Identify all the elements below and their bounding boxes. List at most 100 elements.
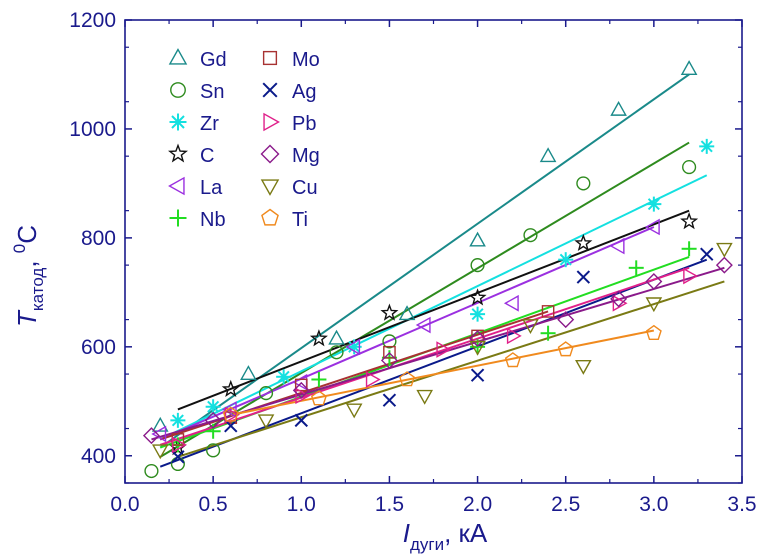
point-zr-0	[170, 412, 186, 428]
point-c-2	[309, 329, 328, 347]
legend-label-ti: Ti	[292, 209, 308, 231]
point-la-3	[345, 338, 361, 356]
point-zr-2	[276, 369, 292, 385]
point-mg-5	[557, 311, 575, 329]
point-zr-5	[558, 252, 574, 268]
y-tick-label: 1200	[69, 9, 116, 32]
point-gd-3	[398, 305, 416, 321]
point-pb-4	[436, 341, 452, 358]
legend-marker-gd	[168, 48, 188, 65]
point-mo-2	[294, 378, 308, 392]
point-gd-0	[151, 416, 169, 432]
point-gd-1	[240, 365, 257, 381]
y-axis-title-suffix: ,	[12, 253, 42, 267]
point-la-4	[415, 316, 431, 334]
point-sn-6	[470, 258, 485, 273]
point-gd-6	[610, 100, 627, 116]
point-zr-3	[346, 339, 362, 355]
point-mg-3	[380, 351, 398, 369]
point-c-4	[468, 288, 487, 306]
point-gd-4	[469, 231, 486, 247]
point-cu-3	[416, 389, 434, 405]
legend-marker-mg	[260, 144, 280, 164]
point-cu-8	[716, 242, 733, 258]
point-ag-4	[470, 368, 485, 382]
y-axis-title-unit: C	[12, 225, 42, 244]
x-tick-label: 0.0	[110, 493, 139, 516]
legend-marker-cu	[260, 179, 280, 196]
x-tick-label: 3.0	[639, 493, 668, 516]
point-pb-5	[506, 327, 522, 345]
point-nb-5	[540, 325, 556, 341]
point-ti-4	[557, 341, 574, 357]
point-ti-0	[222, 406, 239, 422]
point-gd-2	[328, 329, 345, 345]
legend-marker-ag	[262, 82, 278, 98]
legend-label-pb: Pb	[292, 113, 316, 135]
point-sn-0	[144, 463, 159, 479]
fit-line-pb	[159, 266, 690, 446]
legend-marker-ti	[261, 208, 279, 226]
legend-marker-c	[168, 143, 188, 163]
point-ti-1	[310, 390, 327, 406]
point-pb-2	[295, 387, 311, 405]
fit-line-cu	[177, 280, 725, 458]
point-nb-6	[628, 260, 644, 276]
point-zr-6	[646, 196, 662, 212]
point-c-3	[380, 303, 399, 321]
legend-label-la: La	[200, 177, 223, 199]
legend-marker-mo	[262, 50, 278, 66]
point-ag-3	[382, 393, 397, 407]
y-axis-title-sup: 0	[10, 244, 29, 253]
point-la-0	[151, 425, 167, 443]
legend-marker-sn	[170, 82, 186, 98]
point-cu-4	[469, 340, 486, 356]
legend-label-ag: Ag	[292, 81, 316, 103]
x-axis-title: Iдуги, кА	[403, 518, 488, 554]
point-la-6	[609, 237, 625, 255]
y-tick-label: 600	[81, 336, 116, 359]
point-mg-7	[645, 272, 663, 290]
point-mg-0	[142, 427, 160, 445]
point-cu-5	[522, 319, 539, 334]
legend-label-c: C	[200, 145, 214, 167]
legend-label-zr: Zr	[200, 113, 219, 135]
y-tick-label: 400	[81, 445, 116, 468]
point-cu-2	[345, 403, 363, 419]
fit-line-c	[177, 209, 690, 411]
point-ti-5	[645, 324, 662, 340]
legend-label-mg: Mg	[292, 145, 320, 167]
y-tick-label: 800	[81, 227, 116, 250]
legend-label-mo: Mo	[292, 49, 320, 71]
fit-line-zr	[159, 174, 708, 441]
point-pb-3	[365, 371, 381, 388]
y-axis-title-sub: катод	[28, 268, 47, 312]
point-cu-0	[151, 444, 169, 460]
point-cu-1	[257, 414, 275, 430]
point-zr-4	[470, 306, 486, 322]
point-c-6	[680, 212, 699, 230]
x-axis-title-suffix: , кА	[444, 518, 488, 548]
point-ag-0	[171, 450, 185, 464]
point-mg-2	[292, 381, 310, 399]
legend: Gd Sn Zr C La Nb Mo Ag Pb Mg Cu Ti	[168, 48, 320, 231]
point-mg-6	[610, 290, 628, 308]
point-pb-7	[683, 267, 699, 285]
x-tick-label: 1.0	[287, 493, 316, 516]
y-axis-title: Tкатод, 0C	[10, 225, 47, 327]
legend-marker-la	[168, 176, 185, 196]
fit-line-ti	[230, 329, 655, 416]
point-ti-2	[399, 371, 416, 387]
fit-line-la	[159, 226, 655, 441]
axes: 0.0 0.5 1.0 1.5 2.0 2.5 3.0 3.5 400 600 800 1000 120…	[69, 9, 756, 516]
x-tick-label: 1.5	[375, 493, 404, 516]
point-sn-7	[523, 228, 538, 243]
point-cu-6	[575, 359, 592, 375]
point-mg-4	[469, 330, 487, 348]
point-sn-5	[382, 334, 397, 349]
x-tick-label: 3.5	[727, 493, 756, 516]
point-sn-3	[258, 386, 274, 401]
legend-label-cu: Cu	[292, 177, 318, 199]
legend-label-nb: Nb	[200, 209, 226, 231]
x-tick-label: 0.5	[199, 493, 228, 516]
